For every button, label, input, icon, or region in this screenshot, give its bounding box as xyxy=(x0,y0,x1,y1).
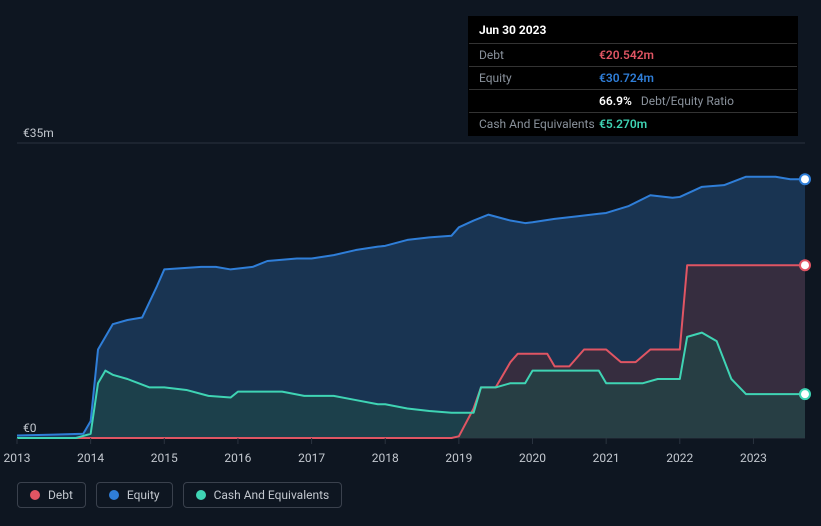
x-tick-label: 2019 xyxy=(445,451,472,465)
legend-label: Debt xyxy=(48,488,73,502)
chart-legend: Debt Equity Cash And Equivalents xyxy=(17,482,342,508)
tooltip-row-label: Equity xyxy=(479,71,599,85)
x-tick-label: 2014 xyxy=(77,451,104,465)
tooltip-row-value: €5.270m xyxy=(599,117,647,131)
tooltip-row: 66.9% Debt/Equity Ratio xyxy=(469,90,797,113)
x-tick-label: 2018 xyxy=(372,451,399,465)
legend-swatch xyxy=(30,490,40,500)
x-axis-labels: 2013 2014 2015 2016 2017 2018 2019 2020 2021 2022… xyxy=(0,451,821,471)
tooltip-row-value: €30.724m xyxy=(599,71,654,85)
tooltip-row-label xyxy=(479,94,599,108)
chart-tooltip: Jun 30 2023 Debt€20.542mEquity€30.724m66… xyxy=(468,16,798,136)
legend-swatch xyxy=(196,490,206,500)
tooltip-row-value: €20.542m xyxy=(599,48,654,62)
tooltip-row: Equity€30.724m xyxy=(469,67,797,90)
legend-item-cash-and-equivalents[interactable]: Cash And Equivalents xyxy=(183,482,343,508)
y-tick-label: €35m xyxy=(23,126,54,140)
x-tick-label: 2016 xyxy=(224,451,251,465)
tooltip-row-extra: Debt/Equity Ratio xyxy=(641,94,734,108)
legend-label: Equity xyxy=(127,488,160,502)
y-tick-label: €0 xyxy=(23,421,37,435)
tooltip-row-value: 66.9% Debt/Equity Ratio xyxy=(599,94,734,108)
legend-item-debt[interactable]: Debt xyxy=(17,482,86,508)
x-tick-label: 2015 xyxy=(151,451,178,465)
x-tick-label: 2013 xyxy=(4,451,31,465)
tooltip-row-label: Cash And Equivalents xyxy=(479,117,599,131)
tooltip-date: Jun 30 2023 xyxy=(469,17,797,44)
legend-swatch xyxy=(109,490,119,500)
legend-label: Cash And Equivalents xyxy=(214,488,330,502)
tooltip-row-label: Debt xyxy=(479,48,599,62)
x-tick-label: 2017 xyxy=(298,451,325,465)
tooltip-row: Cash And Equivalents€5.270m xyxy=(469,113,797,135)
x-tick-label: 2023 xyxy=(740,451,767,465)
legend-item-equity[interactable]: Equity xyxy=(96,482,173,508)
x-tick-label: 2022 xyxy=(666,451,693,465)
x-tick-label: 2021 xyxy=(593,451,620,465)
tooltip-row: Debt€20.542m xyxy=(469,44,797,67)
x-tick-label: 2020 xyxy=(519,451,546,465)
